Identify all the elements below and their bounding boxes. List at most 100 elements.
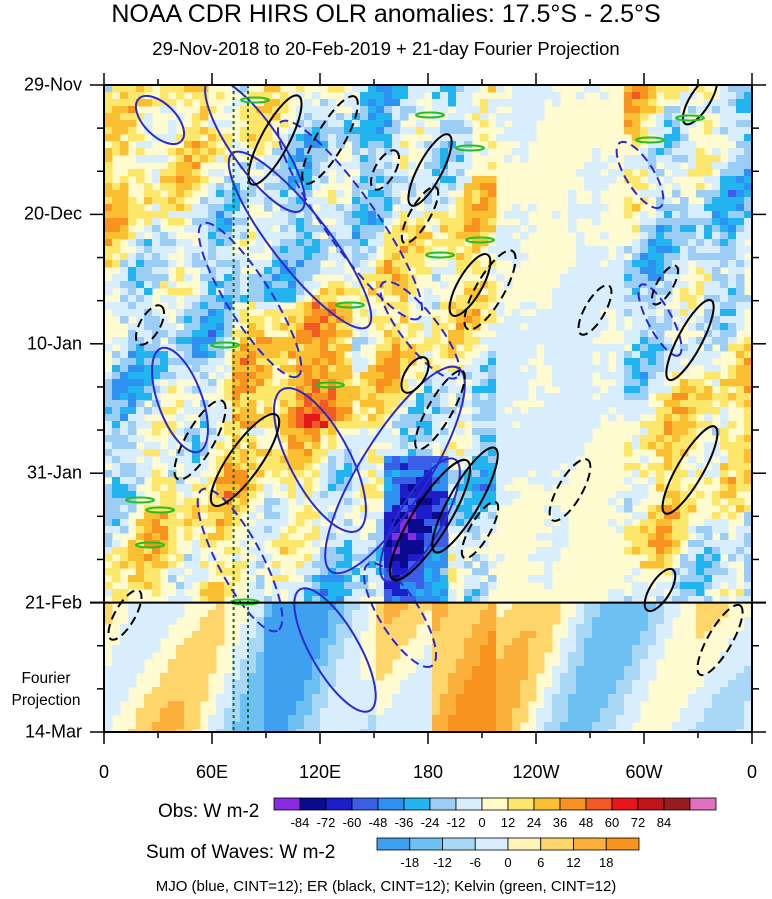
projection-label-line1: Fourier: [21, 670, 71, 687]
mjo-contour: [276, 119, 424, 321]
x-tick-label: 0: [746, 762, 758, 782]
er-contour: [301, 95, 359, 185]
colorbar-swatch: [325, 797, 353, 811]
kelvin-contour: [335, 301, 365, 309]
er-contour: [463, 249, 517, 331]
kelvin-contour: [465, 236, 495, 244]
colorbar-tick-label: -18: [400, 855, 419, 870]
colorbar-swatch: [429, 797, 457, 811]
mjo-contour: [196, 487, 284, 633]
x-tick-label: 60W: [625, 762, 663, 782]
colorbar-tick-label: 0: [478, 815, 485, 830]
er-contour: [388, 458, 472, 582]
er-contour: [370, 149, 400, 191]
colorbar-tick-label: -36: [395, 815, 414, 830]
y-tick-label: 10-Jan: [26, 333, 82, 354]
colorbar-tick-label: 12: [566, 855, 580, 870]
colorbar-swatch: [507, 797, 535, 811]
colorbar-tick-label: -6: [469, 855, 481, 870]
colorbar-swatch: [559, 797, 587, 811]
colorbar-tick-label: 24: [527, 815, 541, 830]
mjo-contour: [379, 457, 461, 583]
waves-colorbar-label: Sum of Waves: W m-2: [146, 842, 336, 863]
x-tick-label: 60E: [195, 762, 229, 782]
colorbar-swatch: [573, 837, 607, 851]
mjo-contour: [615, 140, 665, 210]
contour-legend-footnote: MJO (blue, CINT=12); ER (black, CINT=12)…: [155, 878, 617, 895]
kelvin-contour: [145, 506, 175, 514]
x-tick-label: 120E: [298, 762, 342, 782]
er-contour: [400, 356, 430, 394]
colorbar-swatch: [474, 837, 509, 851]
colorbar-swatch: [351, 797, 379, 811]
er-contour: [107, 589, 143, 641]
colorbar-swatch: [533, 797, 561, 811]
colorbar-swatch: [689, 797, 717, 811]
chart-subtitle: 29-Nov-2018 to 20-Feb-2019 + 21-day Four…: [152, 38, 620, 59]
er-contour: [577, 284, 613, 336]
colorbar-swatch: [637, 797, 665, 811]
mjo-contour: [204, 85, 306, 213]
x-tick-label: 180: [412, 762, 444, 782]
y-tick-label: 31-Jan: [26, 462, 82, 483]
y-tick-label: 21-Feb: [24, 592, 82, 613]
mjo-contour: [362, 562, 438, 668]
colorbar-tick-label: 60: [605, 815, 619, 830]
mjo-contour: [273, 386, 367, 534]
obs-colorbar: -84 -72 -60 -48 -36 -24 -12 0 12 24 36 48 60 72 84: [273, 797, 717, 830]
colorbar-tick-label: 18: [599, 855, 613, 870]
anomaly-field: [104, 85, 752, 732]
colorbar-tick-label: -24: [421, 815, 440, 830]
mjo-contour: [637, 283, 683, 357]
kelvin-contour: [240, 96, 270, 104]
x-axis-ticks: [103, 73, 753, 744]
colorbar-tick-label: -60: [343, 815, 362, 830]
er-contour: [407, 133, 453, 207]
colorbar-swatch: [611, 797, 639, 811]
er-contour: [681, 85, 719, 126]
er-contour: [460, 500, 500, 560]
wave-contours: [107, 85, 744, 713]
mjo-contour: [379, 280, 461, 380]
colorbar-tick-label: 6: [537, 855, 544, 870]
kelvin-contour: [125, 496, 155, 504]
colorbar-swatch: [663, 797, 691, 811]
kelvin-contour: [135, 541, 165, 549]
er-contour: [135, 304, 165, 346]
colorbar-tick-label: 72: [631, 815, 645, 830]
mjo-contour: [197, 221, 303, 379]
colorbar-swatch: [442, 837, 476, 851]
kelvin-contour: [415, 111, 445, 119]
y-tick-label: 14-Mar: [24, 721, 82, 742]
colorbar-tick-label: -12: [447, 815, 466, 830]
mjo-contour: [134, 94, 186, 146]
kelvin-contour: [675, 114, 705, 122]
colorbar-tick-label: -48: [369, 815, 388, 830]
colorbar-swatch: [585, 797, 613, 811]
mjo-contour: [293, 587, 377, 713]
kelvin-contour: [425, 251, 455, 259]
colorbar-tick-label: -12: [433, 855, 452, 870]
er-contour: [414, 369, 466, 451]
colorbar-swatch: [376, 837, 411, 851]
colorbar-swatch: [409, 837, 443, 851]
colorbar-swatch: [377, 797, 405, 811]
er-contour: [400, 185, 440, 245]
colorbar-tick-label: -84: [291, 815, 310, 830]
colorbar-tick-label: 36: [553, 815, 567, 830]
colorbar-swatch: [481, 797, 509, 811]
kelvin-contour: [315, 381, 345, 389]
er-contour: [431, 446, 499, 554]
projection-label: Fourier Projection: [0, 668, 92, 712]
er-contour: [651, 264, 679, 306]
er-contour: [696, 603, 744, 677]
colorbar-tick-label: 84: [657, 815, 671, 830]
obs-colorbar-label: Obs: W m-2: [158, 801, 260, 822]
er-contour: [548, 458, 592, 522]
waves-colorbar: -18 -12 -6 0 6 12 18: [376, 837, 640, 870]
kelvin-contour: [210, 341, 240, 349]
mjo-contour: [151, 346, 209, 454]
colorbar-swatch: [455, 797, 483, 811]
colorbar-tick-label: 48: [579, 815, 593, 830]
